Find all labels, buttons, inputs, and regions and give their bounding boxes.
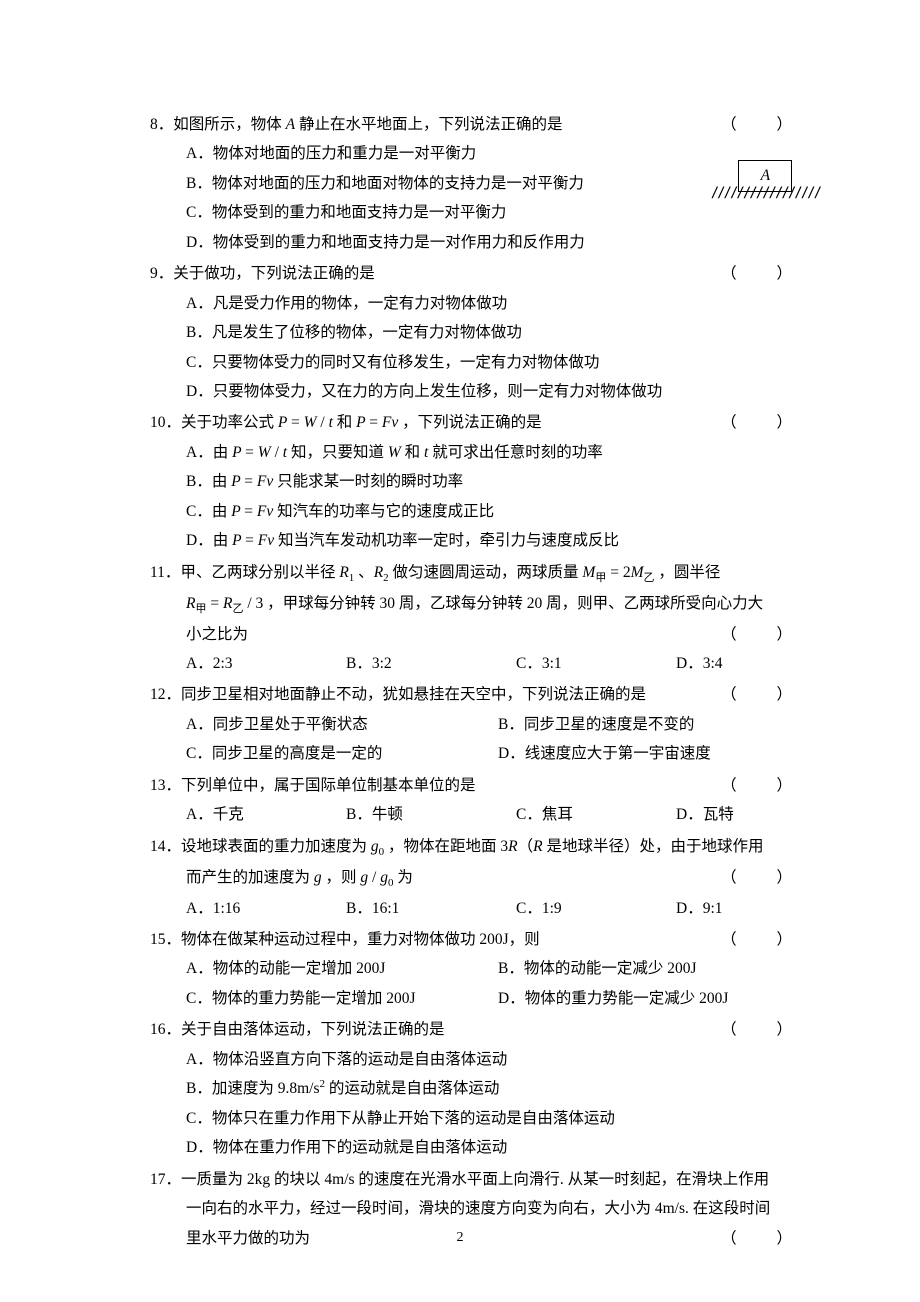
question-number: 11．: [150, 564, 180, 581]
question-15: 15．物体在做某种运动过程中，重力对物体做功 200J，则（ ）A．物体的动能一…: [150, 925, 810, 1013]
question-14: 14．设地球表面的重力加速度为 g0 ，物体在距地面 3R（R 是地球半径）处，…: [150, 832, 810, 923]
option-B: B．凡是发生了位移的物体，一定有力对物体做功: [150, 318, 810, 347]
question-number: 14．: [150, 838, 181, 855]
questions-container: 8．如图所示，物体 A 静止在水平地面上，下列说法正确的是（ ）A．物体对地面的…: [150, 110, 810, 1253]
option-B: B．牛顿: [346, 800, 516, 829]
option-D: D．瓦特: [676, 800, 826, 829]
answer-paren: （ ）: [721, 925, 810, 954]
question-stem-cont: R甲 = R乙 / 3 ，甲球每分钟转 30 周，乙球每分钟转 20 周，则甲、…: [150, 589, 810, 620]
answer-paren: （ ）: [721, 620, 810, 649]
option-B: B．由 P = Fv 只能求某一时刻的瞬时功率: [150, 467, 810, 496]
page-number: 2: [0, 1225, 920, 1252]
option-B: B．3:2: [346, 649, 516, 678]
question-number: 13．: [150, 777, 181, 794]
question-stem: 17．一质量为 2kg 的块以 4m/s 的速度在光滑水平面上向滑行. 从某一时…: [150, 1165, 810, 1194]
question-9: 9．关于做功，下列说法正确的是（ ）A．凡是受力作用的物体，一定有力对物体做功B…: [150, 259, 810, 406]
option-row: A．同步卫星处于平衡状态B．同步卫星的速度是不变的: [150, 710, 810, 739]
question-12: 12．同步卫星相对地面静止不动，犹如悬挂在天空中，下列说法正确的是（ ）A．同步…: [150, 680, 810, 768]
option-C: C．1:9: [516, 894, 676, 923]
answer-paren: （ ）: [721, 408, 810, 437]
exam-page: A ///////////////// 8．如图所示，物体 A 静止在水平地面上…: [0, 0, 920, 1302]
option-C: C．物体只在重力作用下从静止开始下落的运动是自由落体运动: [150, 1104, 810, 1133]
question-number: 12．: [150, 686, 181, 703]
figure-block-q8: A /////////////////: [711, 160, 820, 197]
option-B: B．16:1: [346, 894, 516, 923]
question-16: 16．关于自由落体运动，下列说法正确的是（ ）A．物体沿竖直方向下落的运动是自由…: [150, 1015, 810, 1162]
answer-paren: （ ）: [721, 259, 810, 288]
answer-paren: （ ）: [721, 1015, 810, 1044]
option-D: D．由 P = Fv 知当汽车发动机功率一定时，牵引力与速度成反比: [150, 526, 810, 555]
option-D: D．9:1: [676, 894, 826, 923]
question-stem: 13．下列单位中，属于国际单位制基本单位的是（ ）: [150, 771, 810, 800]
option-right: B．物体的动能一定减少 200J: [498, 954, 810, 983]
option-A: A．千克: [186, 800, 346, 829]
question-stem: 14．设地球表面的重力加速度为 g0 ，物体在距地面 3R（R 是地球半径）处，…: [150, 832, 810, 863]
question-stem: 8．如图所示，物体 A 静止在水平地面上，下列说法正确的是（ ）: [150, 110, 810, 139]
option-C: C．只要物体受力的同时又有位移发生，一定有力对物体做功: [150, 348, 810, 377]
question-number: 10．: [150, 414, 181, 431]
option-row: A．物体的动能一定增加 200JB．物体的动能一定减少 200J: [150, 954, 810, 983]
option-left: C．物体的重力势能一定增加 200J: [186, 984, 498, 1013]
option-right: D．线速度应大于第一宇宙速度: [498, 739, 810, 768]
answer-paren: （ ）: [721, 863, 810, 892]
option-C: C．物体受到的重力和地面支持力是一对平衡力: [150, 198, 810, 227]
figure-ground: /////////////////: [711, 189, 820, 197]
question-stem: 12．同步卫星相对地面静止不动，犹如悬挂在天空中，下列说法正确的是（ ）: [150, 680, 810, 709]
question-stem: 11．甲、乙两球分别以半径 R1 、R2 做匀速圆周运动，两球质量 M甲 = 2…: [150, 558, 810, 589]
option-A: A．2:3: [186, 649, 346, 678]
question-stem-last: 而产生的加速度为 g ，则 g / g0 为（ ）: [150, 863, 810, 894]
option-A: A．1:16: [186, 894, 346, 923]
answer-paren: （ ）: [721, 680, 810, 709]
option-left: C．同步卫星的高度是一定的: [186, 739, 498, 768]
option-row: A．1:16B．16:1C．1:9D．9:1: [150, 894, 810, 923]
question-13: 13．下列单位中，属于国际单位制基本单位的是（ ）A．千克B．牛顿C．焦耳D．瓦…: [150, 771, 810, 830]
option-B: B．加速度为 9.8m/s2 的运动就是自由落体运动: [150, 1074, 810, 1104]
option-row: A．千克B．牛顿C．焦耳D．瓦特: [150, 800, 810, 829]
answer-paren: （ ）: [721, 110, 810, 139]
question-stem: 10．关于功率公式 P = W / t 和 P = Fv ，下列说法正确的是（ …: [150, 408, 810, 437]
option-right: D．物体的重力势能一定减少 200J: [498, 984, 810, 1013]
question-stem: 9．关于做功，下列说法正确的是（ ）: [150, 259, 810, 288]
question-number: 17．: [150, 1171, 181, 1188]
option-row: C．物体的重力势能一定增加 200JD．物体的重力势能一定减少 200J: [150, 984, 810, 1013]
option-D: D．物体受到的重力和地面支持力是一对作用力和反作用力: [150, 228, 810, 257]
question-stem: 16．关于自由落体运动，下列说法正确的是（ ）: [150, 1015, 810, 1044]
option-C: C．3:1: [516, 649, 676, 678]
option-C: C．焦耳: [516, 800, 676, 829]
option-D: D．物体在重力作用下的运动就是自由落体运动: [150, 1133, 810, 1162]
question-number: 9．: [150, 265, 173, 282]
question-number: 16．: [150, 1021, 181, 1038]
option-row: A．2:3B．3:2C．3:1D．3:4: [150, 649, 810, 678]
option-C: C．由 P = Fv 知汽车的功率与它的速度成正比: [150, 497, 810, 526]
question-stem-last: 小之比为（ ）: [150, 620, 810, 649]
question-stem: 15．物体在做某种运动过程中，重力对物体做功 200J，则（ ）: [150, 925, 810, 954]
question-10: 10．关于功率公式 P = W / t 和 P = Fv ，下列说法正确的是（ …: [150, 408, 810, 555]
option-D: D．3:4: [676, 649, 826, 678]
option-D: D．只要物体受力，又在力的方向上发生位移，则一定有力对物体做功: [150, 377, 810, 406]
question-number: 8．: [150, 116, 173, 133]
option-A: A．由 P = W / t 知，只要知道 W 和 t 就可求出任意时刻的功率: [150, 438, 810, 467]
option-A: A．物体沿竖直方向下落的运动是自由落体运动: [150, 1045, 810, 1074]
question-stem-cont: 一向右的水平力，经过一段时间，滑块的速度方向变为向右，大小为 4m/s. 在这段…: [150, 1194, 810, 1223]
question-number: 15．: [150, 931, 181, 948]
question-11: 11．甲、乙两球分别以半径 R1 、R2 做匀速圆周运动，两球质量 M甲 = 2…: [150, 558, 810, 679]
option-row: C．同步卫星的高度是一定的D．线速度应大于第一宇宙速度: [150, 739, 810, 768]
option-left: A．同步卫星处于平衡状态: [186, 710, 498, 739]
answer-paren: （ ）: [721, 771, 810, 800]
option-A: A．凡是受力作用的物体，一定有力对物体做功: [150, 289, 810, 318]
option-right: B．同步卫星的速度是不变的: [498, 710, 810, 739]
option-left: A．物体的动能一定增加 200J: [186, 954, 498, 983]
